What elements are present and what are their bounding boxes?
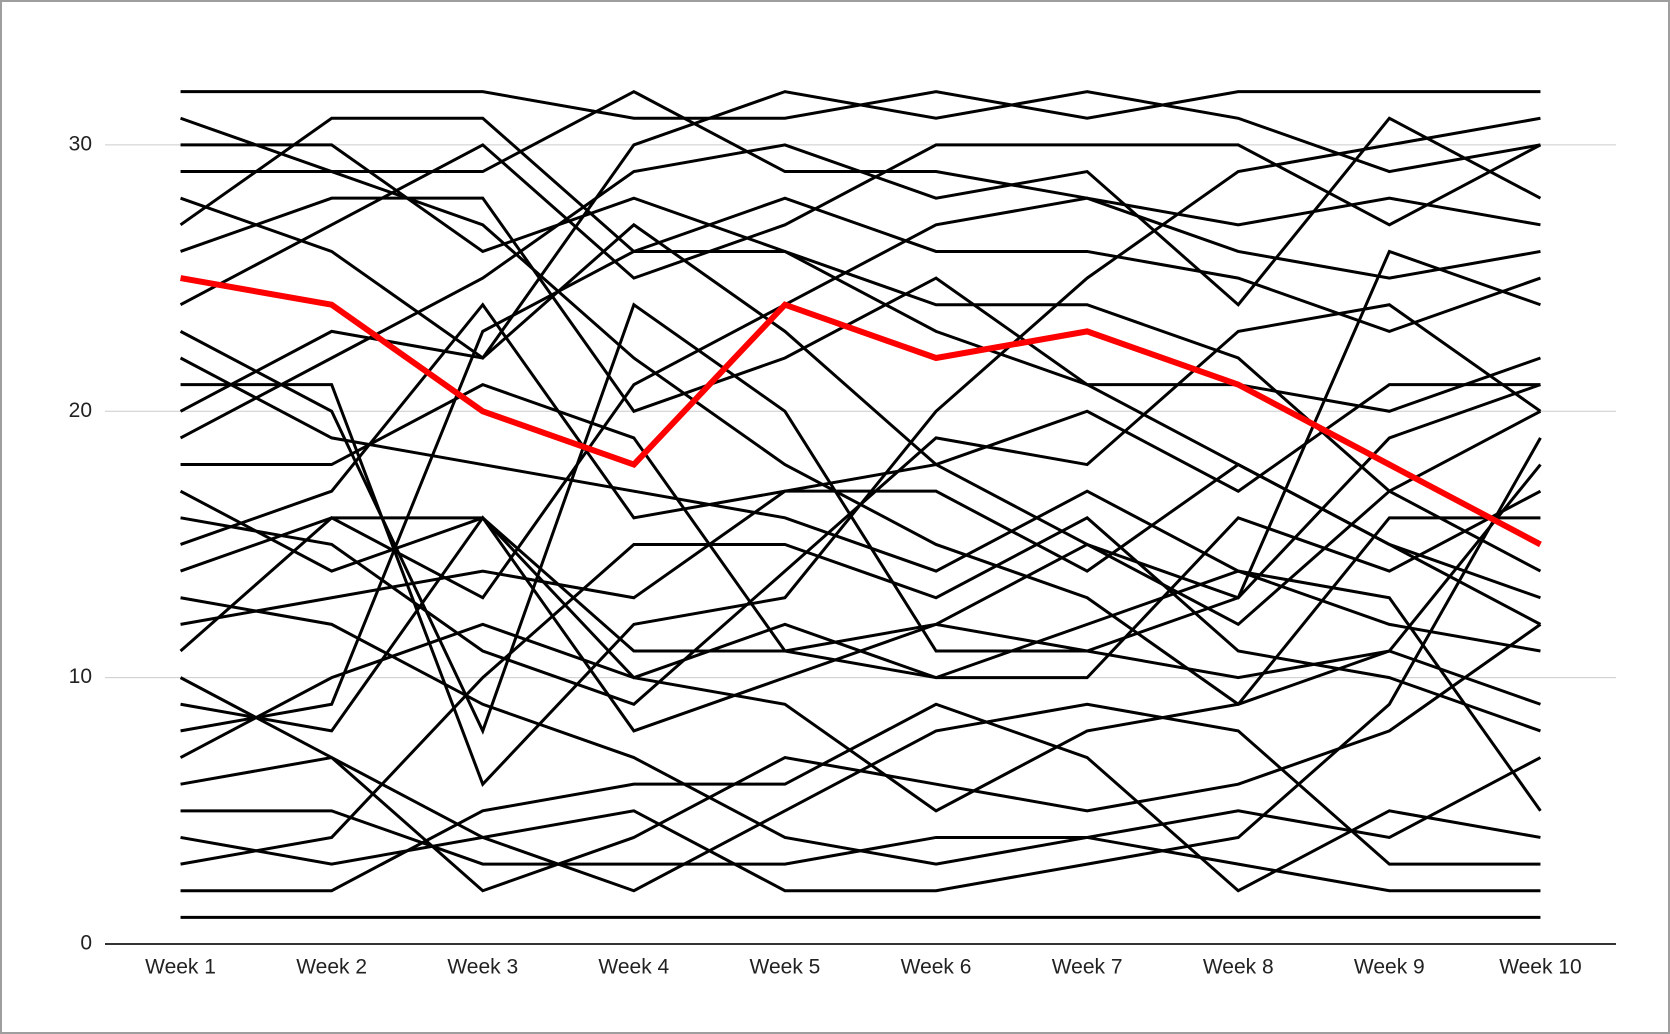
series-line (179, 143, 1542, 307)
series-line (180, 383, 1542, 812)
series-line (180, 196, 1541, 733)
series-line (179, 356, 1541, 653)
x-tick-label: Week 6 (901, 956, 972, 979)
series-line (180, 516, 1541, 866)
series-line (180, 383, 1541, 626)
y-tick-label: 0 (80, 932, 92, 955)
series-line (180, 196, 1542, 627)
x-tick-label: Week 3 (447, 956, 518, 979)
y-tick-label: 20 (69, 399, 92, 422)
series-line (180, 809, 1541, 893)
series-line (180, 702, 1541, 893)
series-line (179, 90, 1541, 413)
series-line (179, 437, 1542, 893)
x-tick-label: Week 9 (1354, 956, 1425, 979)
y-tick-label: 30 (69, 132, 92, 155)
x-tick-label: Week 10 (1499, 956, 1582, 979)
series-line (179, 196, 1541, 653)
x-tick-label: Week 2 (296, 956, 367, 979)
series-line (180, 302, 1542, 626)
x-tick-label: Week 5 (750, 956, 821, 979)
series-line (180, 303, 1542, 706)
x-tick-label: Week 7 (1052, 956, 1123, 979)
x-tick-label: Week 1 (145, 956, 216, 979)
x-tick-label: Week 4 (598, 956, 669, 979)
series-line (179, 516, 1541, 813)
series-line (180, 275, 1542, 548)
series-line (179, 116, 1542, 440)
x-tick-label: Week 8 (1203, 956, 1274, 979)
y-tick-label: 10 (69, 665, 92, 688)
